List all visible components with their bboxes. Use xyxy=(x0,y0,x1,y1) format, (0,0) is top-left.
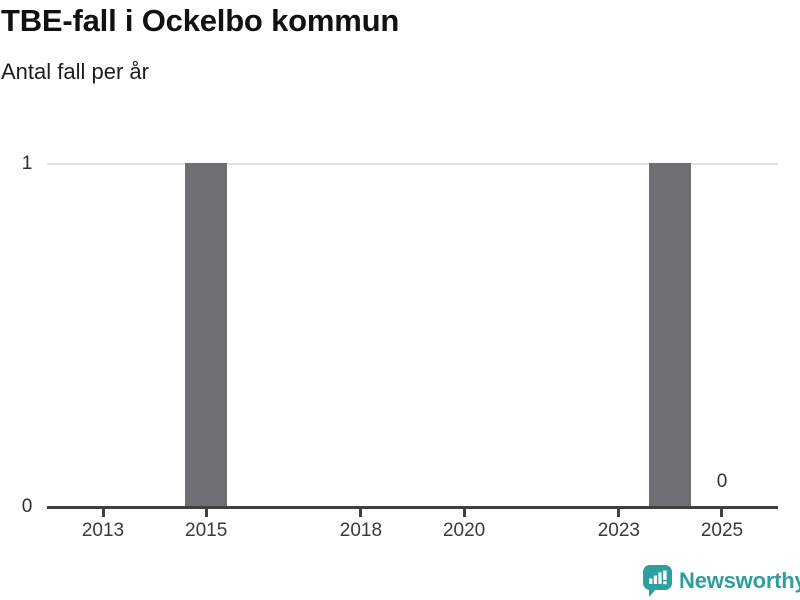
gridline-y1 xyxy=(47,163,778,165)
brand-footer: Newsworthy xyxy=(643,564,800,598)
x-tick-2020 xyxy=(462,509,466,517)
x-tick-label-2025: 2025 xyxy=(700,520,744,541)
x-tick-label-2023: 2023 xyxy=(597,520,640,541)
x-tick-2025 xyxy=(720,509,724,517)
x-tick-2013 xyxy=(101,509,105,517)
value-label-2025: 0 xyxy=(716,471,728,492)
x-tick-2015 xyxy=(204,509,208,517)
bar-2015 xyxy=(185,163,228,506)
x-tick-label-2020: 2020 xyxy=(442,520,486,541)
chart-subtitle: Antal fall per år xyxy=(1,59,149,84)
bar-2024 xyxy=(649,163,692,506)
x-tick-label-2015: 2015 xyxy=(185,520,228,541)
newsworthy-logo-icon xyxy=(643,564,672,597)
x-tick-2018 xyxy=(359,509,363,517)
chart-title: TBE-fall i Ockelbo kommun xyxy=(1,3,400,38)
y-tick-label-1: 1 xyxy=(21,153,33,174)
x-tick-label-2013: 2013 xyxy=(81,520,125,541)
x-axis-line xyxy=(47,506,778,509)
x-tick-2023 xyxy=(617,509,621,517)
y-tick-label-0: 0 xyxy=(21,496,33,517)
brand-name: Newsworthy xyxy=(679,568,800,593)
x-tick-label-2018: 2018 xyxy=(339,520,383,541)
